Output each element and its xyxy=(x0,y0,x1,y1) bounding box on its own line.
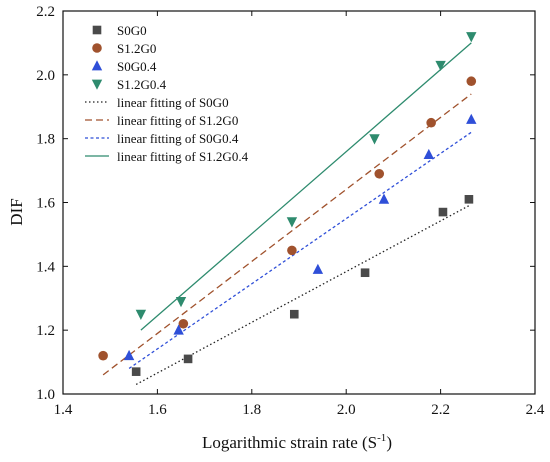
data-point-circle xyxy=(426,117,436,128)
legend-marker-square xyxy=(92,25,102,35)
legend-marker-triangle-up xyxy=(91,60,103,71)
data-point-triangle-up xyxy=(378,193,390,204)
legend-label: linear fitting of S0G0.4 xyxy=(117,131,239,146)
axis-ticks: 1.4 1.6 1.8 2.0 2.2 2.4 1.0 1.2 1.4 1.6 1.8 2.0 2.2 xyxy=(36,4,545,418)
data-point-square xyxy=(464,195,474,204)
legend: S0G0 S1.2G0 S0G0.4 S1.2G0.4 linear fitting o… xyxy=(85,23,249,164)
data-point-triangle-up xyxy=(123,349,135,361)
x-axis-title: Logarithmic strain rate (S-1) xyxy=(202,432,392,452)
data-point-circle xyxy=(374,168,385,179)
data-point-circle xyxy=(466,76,477,87)
x-tick-label: 2.4 xyxy=(526,402,545,418)
legend-marker-triangle-down xyxy=(91,79,103,90)
data-point-circle xyxy=(98,350,108,361)
x-tick-label: 1.8 xyxy=(242,402,261,418)
legend-marker-circle xyxy=(92,43,102,53)
data-point-square xyxy=(360,268,370,278)
data-point-triangle-up xyxy=(173,324,184,335)
x-tick-label: 2.2 xyxy=(431,402,450,418)
data-point-triangle-up xyxy=(466,113,477,124)
data-point-triangle-down xyxy=(175,297,187,308)
data-point-square xyxy=(438,207,448,217)
y-tick-label: 1.2 xyxy=(36,323,55,339)
data-point-triangle-down xyxy=(435,60,446,72)
data-points xyxy=(98,32,477,376)
y-tick-label: 1.8 xyxy=(36,132,55,148)
fit-line-2 xyxy=(102,93,472,376)
data-point-triangle-up xyxy=(312,263,324,274)
x-tick-label: 1.4 xyxy=(54,402,73,418)
x-axis-title-sup: -1 xyxy=(377,432,386,444)
legend-label: S1.2G0.4 xyxy=(117,77,167,92)
fit-line-1 xyxy=(135,205,470,385)
data-point-circle xyxy=(178,318,189,329)
x-tick-label: 1.6 xyxy=(148,402,167,418)
legend-label: linear fitting of S0G0 xyxy=(117,95,229,110)
y-tick-label: 2.0 xyxy=(36,68,55,84)
legend-label: linear fitting of S1.2G0.4 xyxy=(117,149,249,164)
data-point-triangle-up xyxy=(423,148,434,160)
y-tick-label: 1.6 xyxy=(36,196,55,212)
data-point-triangle-down xyxy=(135,309,147,321)
x-axis-title-end: ) xyxy=(386,433,392,452)
x-tick-label: 2.0 xyxy=(337,402,356,418)
x-axis-title-main: Logarithmic strain rate (S xyxy=(202,433,377,452)
data-point-triangle-down xyxy=(466,32,477,43)
data-point-triangle-down xyxy=(369,134,380,145)
data-point-square xyxy=(289,309,299,319)
y-tick-label: 1.0 xyxy=(36,387,55,403)
data-point-square xyxy=(131,367,141,376)
y-tick-label: 1.4 xyxy=(36,259,55,275)
legend-label: S1.2G0 xyxy=(117,41,156,56)
data-point-circle xyxy=(287,245,297,256)
data-point-triangle-down xyxy=(286,217,298,228)
y-tick-label: 2.2 xyxy=(36,4,55,20)
fit-line-4 xyxy=(140,42,472,331)
legend-label: S0G0.4 xyxy=(117,59,157,74)
fit-lines xyxy=(102,42,472,385)
y-axis-title: DIF xyxy=(7,198,26,225)
data-point-square xyxy=(183,354,193,364)
legend-label: linear fitting of S1.2G0 xyxy=(117,113,238,128)
legend-label: S0G0 xyxy=(117,23,147,38)
